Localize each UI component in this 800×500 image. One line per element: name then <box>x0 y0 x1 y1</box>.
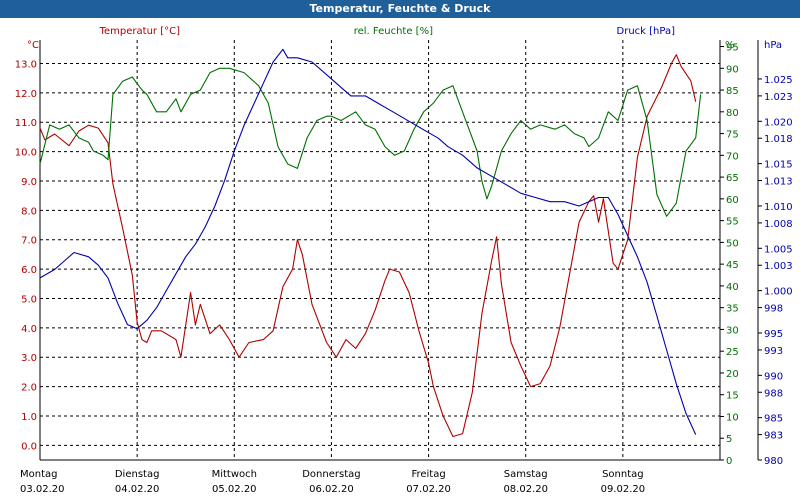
pressure-tick-label: 1.010 <box>764 202 793 213</box>
temp-tick-label: 7.0 <box>21 236 37 247</box>
x-tick-day: Samstag <box>504 469 548 480</box>
pressure-tick-label: 1.013 <box>764 177 793 188</box>
chart-title: Temperatur, Feuchte & Druck <box>0 0 800 18</box>
pressure-unit-label: hPa <box>764 40 782 51</box>
pressure-tick-label: 985 <box>764 414 783 425</box>
temp-unit-label: °C <box>27 40 39 51</box>
series-lines <box>39 48 702 438</box>
humidity-tick-label: 5 <box>726 434 732 445</box>
temp-tick-label: 5.0 <box>21 294 37 305</box>
x-tick-day: Mittwoch <box>212 469 257 480</box>
x-tick-date: 03.02.20 <box>20 484 65 495</box>
x-tick-date: 07.02.20 <box>406 484 451 495</box>
pressure-tick-label: 995 <box>764 329 783 340</box>
pressure-tick-label: 1.025 <box>764 75 793 86</box>
pressure-tick-label: 983 <box>764 431 783 442</box>
temp-tick-label: 12.0 <box>15 89 37 100</box>
x-tick-date: 05.02.20 <box>212 484 257 495</box>
grid-lines <box>40 40 720 460</box>
axes <box>39 40 762 461</box>
pressure-tick-label: 1.008 <box>764 219 793 230</box>
humidity-tick-label: 0 <box>726 456 732 467</box>
humidity-tick-label: 60 <box>726 195 739 206</box>
temp-tick-label: 11.0 <box>15 118 37 129</box>
humidity-tick-label: 35 <box>726 304 739 315</box>
pressure-tick-label: 980 <box>764 456 783 467</box>
pressure-tick-label: 988 <box>764 388 783 399</box>
humidity-tick-label: 70 <box>726 151 739 162</box>
humidity-tick-label: 55 <box>726 217 739 228</box>
humidity-tick-label: 65 <box>726 173 739 184</box>
humidity-tick-label: 75 <box>726 130 739 141</box>
x-tick-day: Sonntag <box>602 469 644 480</box>
temp-tick-label: 10.0 <box>15 148 37 159</box>
pressure-tick-label: 1.005 <box>764 244 793 255</box>
temp-tick-label: 9.0 <box>21 177 37 188</box>
temp-tick-label: 4.0 <box>21 324 37 335</box>
humidity-unit-label: % <box>725 40 735 51</box>
temp-tick-label: 8.0 <box>21 206 37 217</box>
humidity-tick-label: 45 <box>726 260 739 271</box>
weather-chart: Montag03.02.20Dienstag04.02.20Mittwoch05… <box>15 26 793 495</box>
humidity-tick-label: 30 <box>726 325 739 336</box>
humidity-tick-label: 40 <box>726 282 739 293</box>
humidity-tick-label: 50 <box>726 238 739 249</box>
pressure-tick-label: 1.018 <box>764 134 793 145</box>
pressure-tick-label: 1.015 <box>764 160 793 171</box>
pressure-tick-label: 1.003 <box>764 261 793 272</box>
pressure-tick-label: 993 <box>764 346 783 357</box>
temperature-series-label: Temperatur [°C] <box>99 26 180 37</box>
pressure-line <box>39 48 697 435</box>
humidity-tick-label: 15 <box>726 391 739 402</box>
pressure-tick-label: 1.020 <box>764 117 793 128</box>
temp-tick-label: 1.0 <box>21 412 37 423</box>
humidity-series-label: rel. Feuchte [%] <box>354 26 433 37</box>
pressure-tick-label: 1.023 <box>764 92 793 103</box>
humidity-tick-label: 90 <box>726 64 739 75</box>
humidity-tick-label: 85 <box>726 86 739 97</box>
humidity-tick-label: 20 <box>726 369 739 380</box>
temp-tick-label: 13.0 <box>15 59 37 70</box>
x-tick-date: 06.02.20 <box>309 484 354 495</box>
x-tick-day: Montag <box>20 469 57 480</box>
pressure-tick-label: 990 <box>764 371 783 382</box>
x-tick-date: 08.02.20 <box>503 484 548 495</box>
x-tick-date: 09.02.20 <box>601 484 646 495</box>
temp-tick-label: 6.0 <box>21 265 37 276</box>
x-tick-date: 04.02.20 <box>115 484 160 495</box>
humidity-tick-label: 80 <box>726 108 739 119</box>
x-tick-day: Freitag <box>411 469 445 480</box>
temp-tick-label: 0.0 <box>21 441 37 452</box>
x-tick-day: Dienstag <box>115 469 160 480</box>
pressure-series-label: Druck [hPa] <box>617 26 676 37</box>
pressure-tick-label: 998 <box>764 304 783 315</box>
pressure-tick-label: 1.000 <box>764 287 793 298</box>
humidity-tick-label: 10 <box>726 412 739 423</box>
x-tick-day: Donnerstag <box>302 469 360 480</box>
humidity-tick-label: 25 <box>726 347 739 358</box>
humidity-line <box>39 67 702 217</box>
axis-labels: Montag03.02.20Dienstag04.02.20Mittwoch05… <box>15 26 793 495</box>
temperature-line <box>39 54 697 438</box>
temp-tick-label: 3.0 <box>21 353 37 364</box>
temp-tick-label: 2.0 <box>21 383 37 394</box>
humidity-tick-label: 95 <box>726 43 739 54</box>
